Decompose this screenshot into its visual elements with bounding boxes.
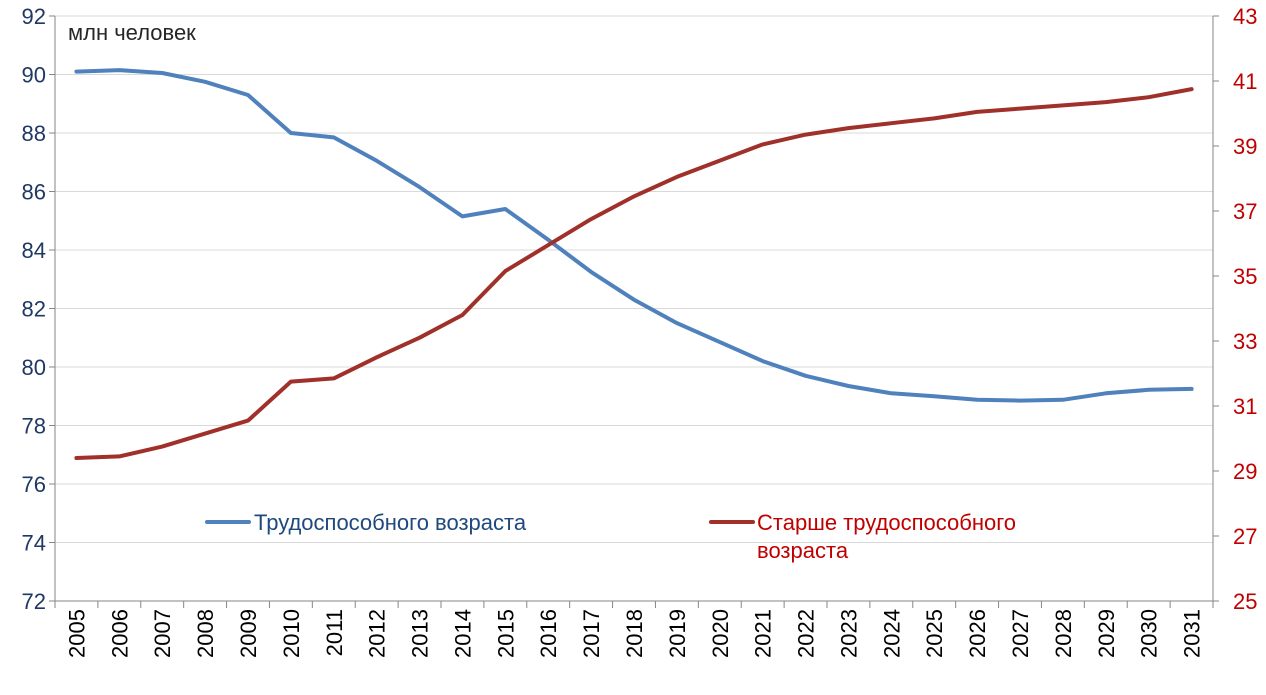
left-axis-tick-label: 88 — [22, 121, 46, 146]
legend-label-2-line-1: Старше трудоспособного — [757, 510, 1016, 535]
right-axis-tick-label: 37 — [1233, 199, 1257, 224]
right-axis-tick-label: 43 — [1233, 4, 1257, 29]
left-axis-tick-label: 74 — [22, 531, 46, 556]
left-axis-tick-label: 92 — [22, 4, 46, 29]
right-axis-tick-label: 25 — [1233, 589, 1257, 614]
x-axis-tick-label: 2009 — [236, 609, 261, 658]
left-axis-tick-label: 72 — [22, 589, 46, 614]
right-axis-tick-label: 29 — [1233, 459, 1257, 484]
x-axis-tick-label: 2030 — [1137, 609, 1162, 658]
x-axis-tick-label: 2019 — [665, 609, 690, 658]
x-axis-tick-label: 2025 — [922, 609, 947, 658]
x-axis-tick-label: 2023 — [836, 609, 861, 658]
right-axis-tick-label: 39 — [1233, 134, 1257, 159]
legend-label-1: Трудоспособного возраста — [254, 510, 527, 535]
x-axis-tick-label: 2024 — [879, 609, 904, 658]
right-axis-tick-label: 41 — [1233, 69, 1257, 94]
series-lines — [74, 68, 1194, 460]
x-axis-tick-label: 2008 — [193, 609, 218, 658]
x-axis-tick-label: 2013 — [408, 609, 433, 658]
axes: 72 74 76 78 80 82 84 86 88 90 92 25 27 29 31 33 35 37 39 41… — [22, 4, 1258, 658]
x-axis-tick-label: 2018 — [622, 609, 647, 658]
x-axis-tick-label: 2016 — [536, 609, 561, 658]
left-axis-tick-label: 76 — [22, 472, 46, 497]
left-axis-tick-label: 78 — [22, 414, 46, 439]
x-axis-tick-label: 2026 — [965, 609, 990, 658]
gridlines — [55, 15, 1213, 543]
unit-label: млн человек — [68, 20, 196, 45]
legend: Трудоспособного возраста Старше трудоспо… — [205, 510, 1016, 563]
x-axis-tick-label: 2028 — [1051, 609, 1076, 658]
x-axis-tick-label: 2017 — [579, 609, 604, 658]
x-axis-tick-label: 2007 — [150, 609, 175, 658]
right-axis-tick-label: 33 — [1233, 329, 1257, 354]
left-axis-tick-label: 86 — [22, 180, 46, 205]
legend-label-2-line-2: возраста — [757, 538, 849, 563]
left-axis-tick-label: 90 — [22, 63, 46, 88]
x-axis-tick-label: 2015 — [493, 609, 518, 658]
x-axis-tick-label: 2021 — [751, 609, 776, 658]
x-axis-tick-label: 2029 — [1094, 609, 1119, 658]
series-line-2 — [74, 87, 1194, 460]
x-axis-tick-label: 2022 — [794, 609, 819, 658]
x-axis-tick-label: 2027 — [1008, 609, 1033, 658]
right-axis-tick-label: 27 — [1233, 524, 1257, 549]
x-axis-tick-label: 2031 — [1180, 609, 1205, 658]
right-axis-tick-label: 31 — [1233, 394, 1257, 419]
x-axis-tick-label: 2006 — [107, 609, 132, 658]
x-axis-tick-label: 2014 — [450, 609, 475, 658]
x-axis-tick-label: 2011 — [322, 609, 347, 656]
x-axis-tick-label: 2010 — [279, 609, 304, 658]
legend-item-2: Старше трудоспособного возраста — [709, 510, 1016, 563]
legend-item-1: Трудоспособного возраста — [205, 510, 527, 535]
right-axis-tick-label: 35 — [1233, 264, 1257, 289]
x-axis-tick-label: 2020 — [708, 609, 733, 658]
left-axis-tick-label: 80 — [22, 355, 46, 380]
series-line-1 — [74, 68, 1194, 403]
x-axis-tick-label: 2005 — [64, 609, 89, 658]
left-axis-tick-label: 84 — [22, 238, 46, 263]
left-axis-tick-label: 82 — [22, 297, 46, 322]
x-axis-tick-label: 2012 — [365, 609, 390, 658]
